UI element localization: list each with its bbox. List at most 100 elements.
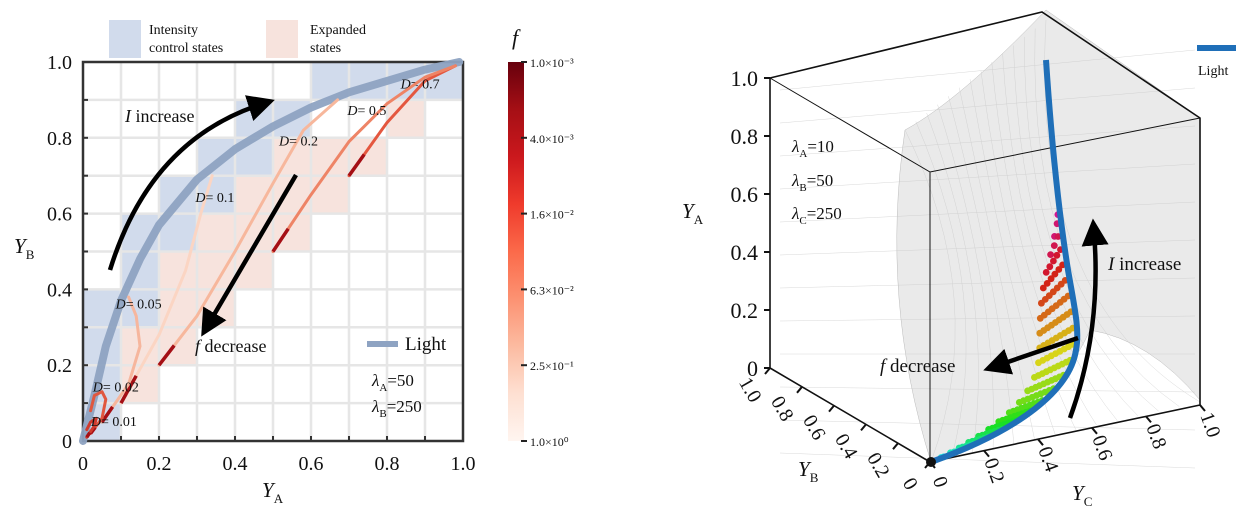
colorbar-tick-label: 1.6×10⁻² — [530, 208, 574, 222]
legend-expanded-line2: states — [310, 41, 341, 56]
d-curve-label: D= 0.02 — [92, 381, 139, 396]
yb-tick — [764, 367, 771, 375]
y-tick-label: 0 — [62, 431, 72, 453]
lambda-a-label: λA=50 — [371, 371, 414, 394]
f-decrease-label-3d: f decrease — [880, 356, 955, 377]
yc-tick-label: 0.8 — [1141, 421, 1170, 452]
colorbar-tick-label: 1.0×10⁰ — [530, 435, 569, 449]
d-curve-start — [100, 405, 115, 424]
mesh-line — [779, 277, 1196, 289]
d-curve-label: D= 0.05 — [115, 297, 162, 312]
mesh-line — [969, 79, 1056, 435]
z-tick-label: 0 — [747, 356, 758, 381]
mesh-line — [779, 419, 1196, 431]
z-tick-label: 1.0 — [731, 66, 759, 91]
d-curve-start — [271, 227, 290, 253]
yc-tick — [1145, 415, 1152, 424]
light-curve-3d — [929, 59, 1081, 465]
surface-mesh — [779, 19, 1201, 469]
colorbar-tick-label: 1.0×10⁻³ — [530, 56, 574, 70]
y-axis-label: YB — [14, 234, 35, 262]
mesh-line — [1044, 19, 1201, 403]
mesh-line — [915, 121, 967, 458]
expanded-cell — [197, 213, 235, 252]
yc-tick — [983, 449, 990, 458]
state-dot — [1039, 284, 1047, 292]
d-curve-label: D= 0.5 — [346, 104, 386, 119]
colorbar-tick-label: 6.3×10⁻² — [530, 283, 574, 297]
d-curves: D= 0.7D= 0.5D= 0.2D= 0.1D= 0.05D= 0.02D=… — [79, 58, 464, 445]
colorbar-label: f — [512, 25, 521, 50]
yc-tick-label: 1.0 — [1195, 409, 1224, 440]
y-tick-label: 0.4 — [47, 279, 72, 301]
d-curve — [89, 390, 108, 435]
z-tick-label: 0.8 — [731, 124, 759, 149]
legend-light-label: Light — [405, 334, 447, 355]
x-tick-label: 0 — [78, 453, 88, 475]
state-dot — [1051, 270, 1059, 278]
colorbar-ticks: 1.0×10⁻³ 4.0×10⁻³ 1.6×10⁻² 6.3×10⁻² 2.5×10⁻¹… — [521, 56, 574, 449]
i-increase-label: I increase — [124, 106, 194, 126]
state-dot — [1053, 251, 1061, 259]
yb-tick — [924, 461, 931, 469]
y-tick-label: 0.2 — [47, 355, 72, 377]
colorbar-tick-label: 2.5×10⁻¹ — [530, 359, 574, 373]
legend-intensity-line2: control states — [149, 41, 223, 56]
state-dot — [1035, 359, 1042, 367]
state-dot — [1047, 275, 1055, 283]
yc-tick — [1199, 404, 1206, 412]
mesh-line — [779, 239, 1196, 256]
x-tick-label: 0.2 — [147, 453, 172, 475]
f-decrease-arrow — [201, 173, 298, 337]
z-tick-label: 0.2 — [731, 298, 759, 323]
state-dot — [1050, 257, 1057, 265]
z-tick-label: 0.4 — [731, 240, 759, 265]
d-curve-start — [347, 153, 366, 177]
legend-light-label-3d: Light — [1198, 64, 1228, 79]
yc-tick-label: 0.6 — [1087, 432, 1116, 463]
mesh-line — [904, 129, 956, 463]
mesh-line — [926, 112, 979, 453]
expanded-cell — [159, 251, 197, 290]
yc-tick — [929, 461, 936, 469]
yb-tick-label: 0.4 — [830, 430, 862, 463]
legend-expanded-line1: Expanded — [310, 23, 366, 38]
mesh-line — [779, 452, 1196, 469]
d-curve-start — [157, 344, 176, 367]
d-curve-label: D= 0.01 — [90, 415, 137, 430]
state-dot — [1031, 374, 1038, 381]
mesh-line — [779, 201, 1196, 223]
state-dot — [1036, 314, 1044, 322]
right-panel-3d: 1.00.80.60.40.201.00.80.60.40.20 0 0.2 0.4 0… — [682, 9, 1236, 509]
d-curve-start — [85, 431, 92, 439]
mesh-line — [779, 163, 1196, 190]
expanded-cell — [311, 175, 349, 214]
lambda-c-3d: λC=250 — [791, 204, 842, 227]
state-dot — [1038, 299, 1045, 307]
f-decrease-label: f decrease — [195, 336, 266, 356]
state-dot — [1024, 387, 1032, 395]
z-axis-label-3d: YA — [682, 199, 704, 227]
mesh-line — [779, 315, 1196, 322]
lambda-b-label: λB=250 — [371, 397, 422, 420]
light-curve — [79, 58, 464, 445]
legend-swatch-expanded — [266, 20, 298, 58]
x-tick-label: 1.0 — [451, 453, 476, 475]
i-increase-label-3d: I increase — [1107, 254, 1181, 275]
yb-tick — [860, 423, 867, 432]
box-inner-edges — [769, 77, 1201, 462]
mesh-line — [1024, 36, 1159, 412]
state-dot — [1055, 266, 1063, 273]
d-curve-label: D= 0.2 — [278, 134, 318, 149]
yc-tick-label: 0.2 — [979, 455, 1008, 486]
x-tick-label: 0.8 — [375, 453, 400, 475]
yb-tick-label: 0.2 — [862, 449, 894, 482]
state-dot — [1042, 269, 1050, 276]
mesh-line — [948, 96, 1015, 444]
yc-axis-label-3d: YC — [1072, 481, 1092, 509]
i-increase-arrow — [107, 95, 275, 271]
y-tick-label: 0.8 — [47, 128, 72, 150]
x-tick-label: 0.6 — [299, 453, 324, 475]
d-curve — [347, 64, 457, 178]
